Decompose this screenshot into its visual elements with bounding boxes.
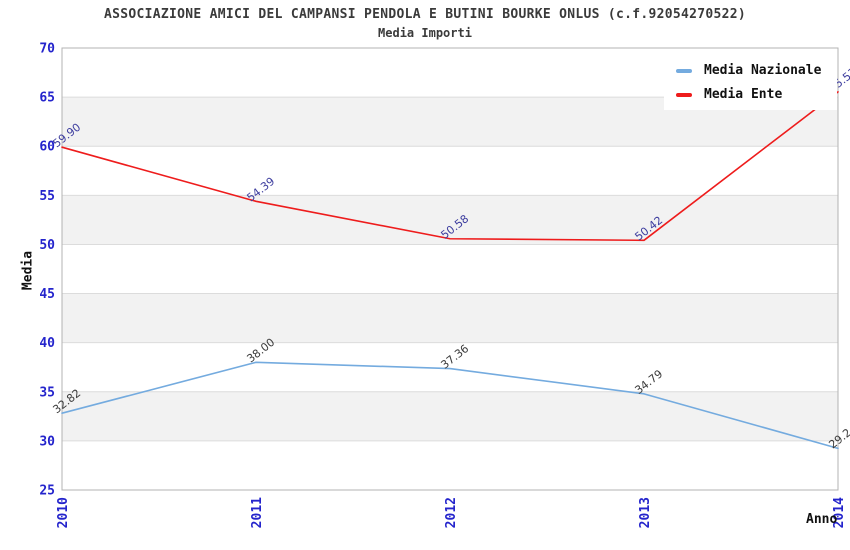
series-line-media-ente	[61, 91, 839, 242]
y-tick-label: 60	[39, 140, 55, 155]
legend-label-media-ente: Media Ente	[704, 87, 783, 102]
y-tick-label: 40	[39, 336, 55, 351]
series-line-media-nazionale	[61, 361, 839, 450]
y-axis-title: Media	[20, 250, 36, 291]
y-tick-label: 30	[39, 434, 55, 449]
y-tick-label: 50	[39, 238, 55, 253]
y-tick-label: 70	[39, 42, 55, 57]
y-tick-label: 35	[39, 385, 55, 400]
data-point-label: 37.36	[438, 342, 471, 372]
legend-swatch-media-ente	[676, 92, 692, 97]
x-tick-label: 2014	[832, 497, 847, 528]
legend-swatch-media-nazionale	[676, 68, 692, 73]
legend-item-media-nazionale: Media Nazionale	[676, 63, 821, 78]
y-tick-label: 25	[39, 484, 55, 499]
x-tick-label: 2011	[250, 497, 265, 528]
grid-band	[62, 195, 838, 245]
y-tick-label: 65	[39, 91, 55, 106]
legend-item-media-ente: Media Ente	[676, 87, 821, 102]
grid-band	[62, 391, 838, 441]
chart-subtitle: Media Importi	[378, 26, 472, 40]
x-tick-label: 2013	[638, 497, 653, 528]
y-tick-label: 45	[39, 287, 55, 302]
plot-frame	[61, 47, 839, 491]
grid-band	[62, 293, 838, 343]
legend-label-media-nazionale: Media Nazionale	[704, 63, 822, 78]
x-tick-label: 2010	[56, 497, 71, 528]
x-axis-title: Anno	[806, 512, 838, 527]
chart-title: ASSOCIAZIONE AMICI DEL CAMPANSI PENDOLA …	[103, 7, 746, 22]
x-tick-label: 2012	[444, 497, 459, 528]
legend: Media Nazionale Media Ente	[664, 55, 838, 110]
y-tick-label: 55	[39, 189, 55, 204]
